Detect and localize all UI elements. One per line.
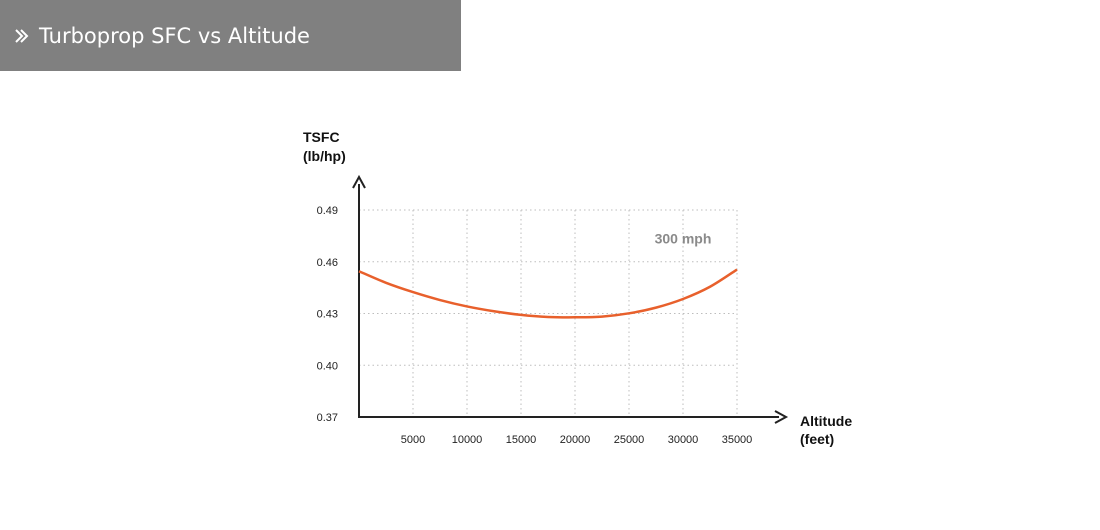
tick-labels: 0.37 0.40 0.43 0.46 0.49 5000 10000 15000 20000 2… xyxy=(317,205,753,446)
y-axis-title-line2: (lb/hp) xyxy=(303,148,346,164)
series-annotation: 300 mph xyxy=(655,231,712,247)
x-tick-label: 30000 xyxy=(668,434,699,446)
x-tick-label: 5000 xyxy=(401,434,425,446)
title-bar: Turboprop SFC vs Altitude xyxy=(0,0,461,71)
series-line xyxy=(358,268,738,319)
y-axis-title-line1: TSFC xyxy=(303,129,340,145)
x-tick-label: 10000 xyxy=(452,434,483,446)
page-title: Turboprop SFC vs Altitude xyxy=(39,23,310,48)
x-tick-label: 15000 xyxy=(506,434,537,446)
double-chevron-right-icon xyxy=(13,27,31,45)
x-axis-title-line1: Altitude xyxy=(800,413,852,429)
x-tick-label: 35000 xyxy=(722,434,753,446)
y-tick-label: 0.43 xyxy=(317,309,338,321)
x-axis-title-line2: (feet) xyxy=(800,431,834,447)
grid xyxy=(359,209,738,417)
x-tick-label: 25000 xyxy=(614,434,645,446)
y-tick-label: 0.37 xyxy=(317,412,338,424)
y-tick-label: 0.46 xyxy=(317,257,338,269)
y-axis-arrow xyxy=(352,174,366,189)
x-tick-label: 20000 xyxy=(560,434,591,446)
y-tick-label: 0.49 xyxy=(317,205,338,217)
x-axis-arrow xyxy=(774,410,789,424)
y-tick-label: 0.40 xyxy=(317,360,338,372)
axes xyxy=(352,174,789,424)
